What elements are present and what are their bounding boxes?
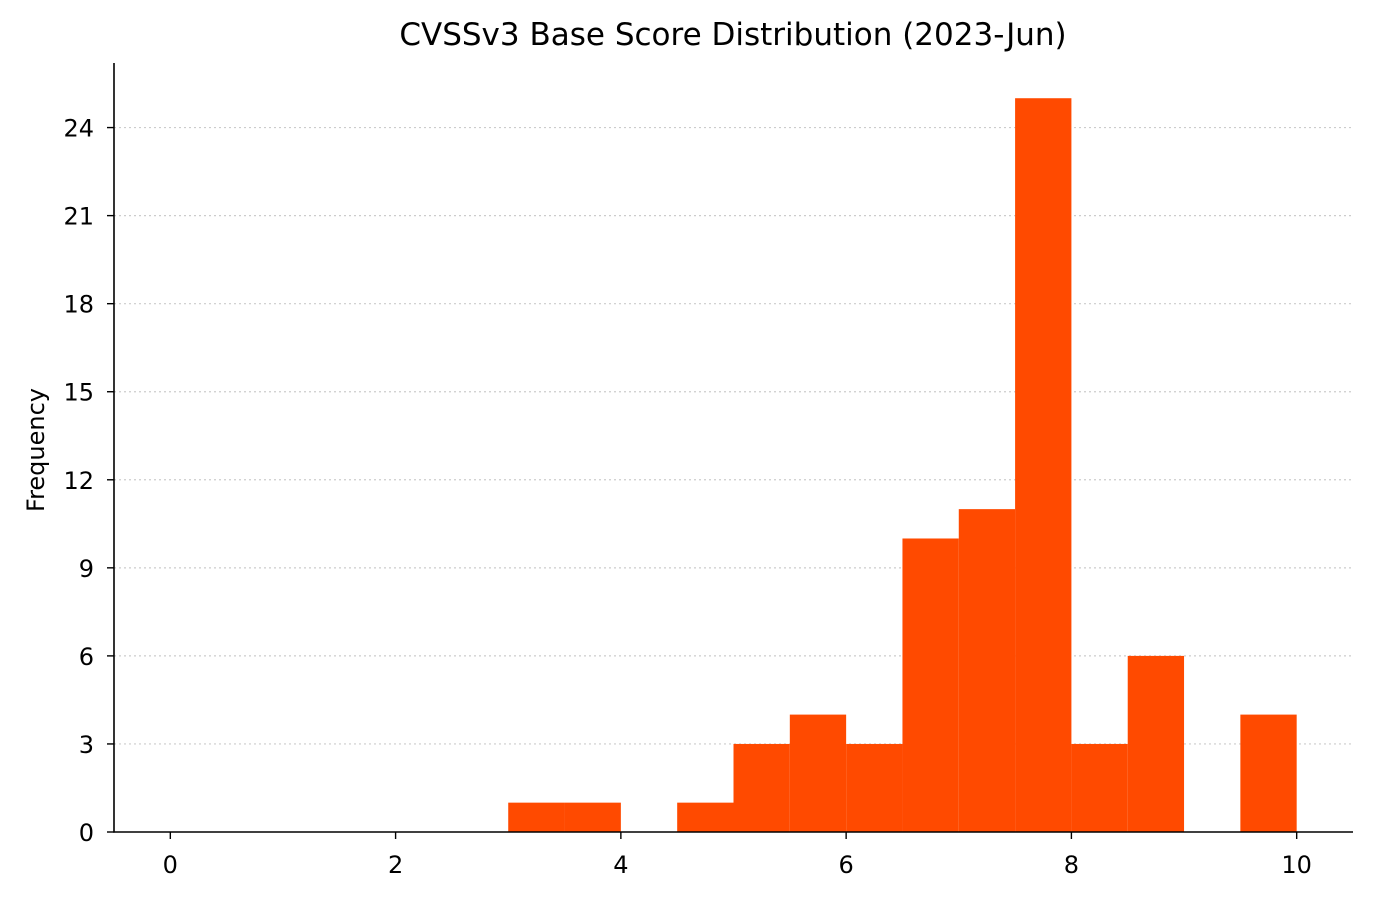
histogram-bar bbox=[789, 714, 847, 832]
histogram-bars bbox=[508, 98, 1297, 832]
chart-title: CVSSv3 Base Score Distribution (2023-Jun… bbox=[399, 17, 1066, 53]
x-tick-label: 6 bbox=[838, 851, 853, 879]
histogram-bar bbox=[1127, 655, 1185, 832]
y-tick-label: 21 bbox=[63, 203, 94, 231]
y-axis-label: Frequency bbox=[22, 388, 50, 512]
histogram-bar bbox=[677, 802, 734, 832]
x-tick-label: 10 bbox=[1281, 851, 1312, 879]
histogram-bar bbox=[1015, 98, 1072, 832]
histogram-bar bbox=[564, 802, 621, 832]
axes bbox=[113, 63, 1353, 833]
x-tick-label: 2 bbox=[388, 851, 403, 879]
y-tick-label: 9 bbox=[79, 555, 94, 583]
y-tick-label: 18 bbox=[63, 291, 94, 319]
histogram-bar bbox=[1240, 714, 1297, 832]
histogram-bar bbox=[958, 509, 1016, 832]
y-tick-label: 0 bbox=[79, 819, 94, 847]
y-tick-label: 3 bbox=[79, 731, 94, 759]
y-tick-label: 15 bbox=[63, 379, 94, 407]
x-tick-label: 8 bbox=[1064, 851, 1079, 879]
histogram-bar bbox=[902, 538, 959, 832]
histogram-bar bbox=[508, 802, 565, 832]
y-tick-label: 12 bbox=[63, 467, 94, 495]
x-tick-label: 0 bbox=[163, 851, 178, 879]
histogram-bar bbox=[733, 743, 790, 832]
y-tick-label: 6 bbox=[79, 643, 94, 671]
histogram-bar bbox=[1071, 743, 1128, 832]
y-tick-label: 24 bbox=[63, 115, 94, 143]
x-tick-label: 4 bbox=[613, 851, 628, 879]
grid-lines bbox=[114, 126, 1353, 745]
histogram-bar bbox=[846, 743, 903, 832]
